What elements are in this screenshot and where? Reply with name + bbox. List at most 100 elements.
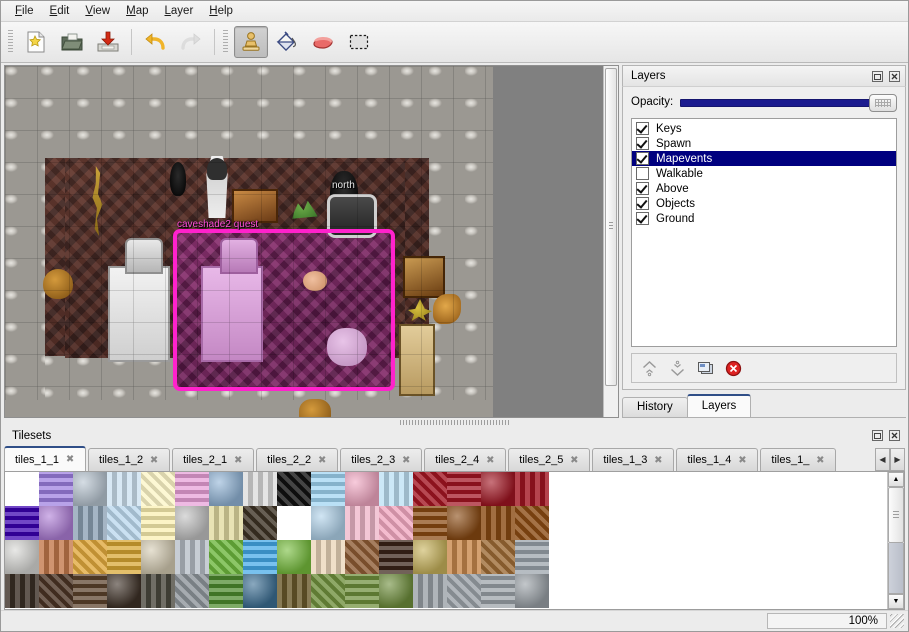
layer-visibility-checkbox[interactable] <box>636 197 649 210</box>
tile-cell[interactable] <box>379 574 413 608</box>
tile-cell[interactable] <box>277 472 311 506</box>
tileset-tab-close-icon[interactable]: ✖ <box>149 454 159 466</box>
canvas-vertical-scroll-thumb[interactable] <box>605 68 617 386</box>
tile-cell[interactable] <box>447 574 481 608</box>
tileset-tabs-scroll-left[interactable]: ◀ <box>875 448 890 471</box>
close-icon[interactable] <box>888 70 901 83</box>
tileset-tab-close-icon[interactable]: ✖ <box>570 454 579 466</box>
tile-cell[interactable] <box>141 540 175 574</box>
tileset-tab-tiles_2_5[interactable]: tiles_2_5 ✖ <box>508 448 591 471</box>
tile-cell[interactable] <box>481 506 515 540</box>
tilesets-close-icon[interactable] <box>888 429 901 442</box>
opacity-slider-handle[interactable] <box>869 94 897 112</box>
select-tool-button[interactable] <box>342 26 376 58</box>
dock-tabs[interactable]: History Layers <box>622 394 906 418</box>
tile-cell[interactable] <box>413 472 447 506</box>
tile-cell[interactable] <box>141 574 175 608</box>
tileset-tab-tiles_1_4[interactable]: tiles_1_4 ✖ <box>676 448 759 471</box>
tileset-tab-close-icon[interactable]: ✖ <box>233 454 243 466</box>
tile-cell[interactable] <box>39 472 73 506</box>
tile-cell[interactable] <box>345 472 379 506</box>
menu-map[interactable]: Map <box>126 5 149 17</box>
tile-cell[interactable] <box>277 506 311 540</box>
menu-view[interactable]: View <box>85 5 111 17</box>
tile-cell[interactable] <box>311 506 345 540</box>
tile-cell[interactable] <box>243 540 277 574</box>
dock-tab-layers[interactable]: Layers <box>686 394 752 417</box>
layer-item-spawn[interactable]: Spawn <box>632 136 896 151</box>
tile-cell[interactable] <box>73 540 107 574</box>
tile-cell[interactable] <box>107 472 141 506</box>
duplicate-layer-icon[interactable] <box>696 359 714 377</box>
canvas-vertical-scrollbar[interactable] <box>603 66 618 417</box>
tile-cell[interactable] <box>413 506 447 540</box>
tileset-tab-tiles_1_3[interactable]: tiles_1_3 ✖ <box>592 448 675 471</box>
tile-cell[interactable] <box>345 506 379 540</box>
tile-cell[interactable] <box>175 472 209 506</box>
tile-cell[interactable] <box>107 506 141 540</box>
tile-cell[interactable] <box>209 540 243 574</box>
tileset-tab-close-icon[interactable]: ✖ <box>816 454 825 466</box>
layer-item-above[interactable]: Above <box>632 181 896 196</box>
horizontal-splitter[interactable] <box>1 418 908 426</box>
tile-cell[interactable] <box>277 574 311 608</box>
layer-item-ground[interactable]: Ground <box>632 211 896 226</box>
eraser-tool-button[interactable] <box>306 26 340 58</box>
tile-cell[interactable] <box>311 472 345 506</box>
tile-cell[interactable] <box>73 472 107 506</box>
tileset-tabs-scroll-right[interactable]: ▶ <box>890 448 905 471</box>
layer-visibility-checkbox[interactable] <box>636 167 649 180</box>
tilesets-restore-icon[interactable] <box>871 429 884 442</box>
tile-cell[interactable] <box>175 574 209 608</box>
tile-cell[interactable] <box>209 574 243 608</box>
tileset-tab-close-icon[interactable]: ✖ <box>317 454 327 466</box>
tile-cell[interactable] <box>39 540 73 574</box>
tile-cell[interactable] <box>39 574 73 608</box>
tileset-scroll-lower[interactable] <box>888 543 904 594</box>
tileset-scroll-thumb[interactable] <box>888 487 904 543</box>
tile-cell[interactable] <box>141 472 175 506</box>
tileset-vertical-scrollbar[interactable]: ▲ ▼ <box>887 472 904 609</box>
tileset-tab-tiles_2_2[interactable]: tiles_2_2 ✖ <box>256 448 339 471</box>
tile-cell[interactable] <box>243 574 277 608</box>
tileset-scroll-track[interactable] <box>888 487 904 594</box>
tile-cell[interactable] <box>107 574 141 608</box>
tile-cell[interactable] <box>175 506 209 540</box>
layer-item-mapevents[interactable]: Mapevents <box>632 151 896 166</box>
tile-cell[interactable] <box>311 540 345 574</box>
layer-item-walkable[interactable]: Walkable <box>632 166 896 181</box>
restore-icon[interactable] <box>871 70 884 83</box>
tileset-tab-tiles_1_1[interactable]: tiles_1_1 ✖ <box>4 446 87 471</box>
tile-cell[interactable] <box>345 540 379 574</box>
tile-cell[interactable] <box>481 472 515 506</box>
toolbar-grip[interactable] <box>7 30 14 54</box>
map-canvas[interactable]: caveshade2 quest north <box>4 65 619 418</box>
tile-cell[interactable] <box>175 540 209 574</box>
layer-visibility-checkbox[interactable] <box>636 137 649 150</box>
tileset-tab-tiles_2_1[interactable]: tiles_2_1 ✖ <box>172 448 255 471</box>
tile-cell[interactable] <box>481 574 515 608</box>
menu-layer[interactable]: Layer <box>164 5 194 17</box>
tile-cell[interactable] <box>481 540 515 574</box>
tileset-scroll-up-button[interactable]: ▲ <box>888 472 904 487</box>
tile-cell[interactable] <box>39 506 73 540</box>
layer-visibility-checkbox[interactable] <box>636 182 649 195</box>
tile-cell[interactable] <box>413 540 447 574</box>
tileset-tab-close-icon[interactable]: ✖ <box>654 454 663 466</box>
menu-edit[interactable]: Edit <box>49 5 70 17</box>
tile-cell[interactable] <box>209 472 243 506</box>
layer-visibility-checkbox[interactable] <box>636 152 649 165</box>
tile-cell[interactable] <box>73 574 107 608</box>
layer-list[interactable]: Keys Spawn Mapevents Walkable Above Objects Gr… <box>631 118 897 347</box>
tile-cell[interactable] <box>379 540 413 574</box>
layer-item-objects[interactable]: Objects <box>632 196 896 211</box>
stamp-tool-button[interactable] <box>234 26 268 58</box>
layer-visibility-checkbox[interactable] <box>636 212 649 225</box>
tile-cell[interactable] <box>379 506 413 540</box>
tileset-tab-tiles_1_[interactable]: tiles_1_ ✖ <box>760 448 837 471</box>
tile-cell[interactable] <box>243 506 277 540</box>
tileset-tab-close-icon[interactable]: ✖ <box>402 454 411 466</box>
map-render[interactable]: caveshade2 quest north <box>5 66 493 417</box>
menu-help[interactable]: Help <box>209 5 233 17</box>
tile-cell[interactable] <box>107 540 141 574</box>
